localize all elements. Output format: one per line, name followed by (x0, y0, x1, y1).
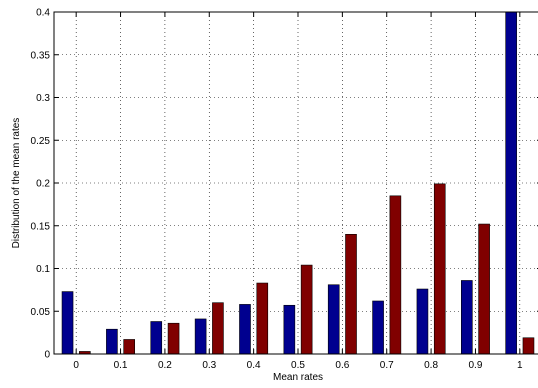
bar-series-1 (239, 304, 251, 355)
y-tick-label: 0.15 (31, 221, 51, 232)
ticks (54, 11, 538, 355)
x-tick-label: 0.5 (291, 360, 305, 371)
x-tick-label: 0.1 (114, 360, 128, 371)
x-tick-label: 1 (517, 360, 523, 371)
y-tick-label: 0.25 (31, 136, 51, 147)
tick-labels: 0 0.05 0.1 0.15 0.2 0.25 0.3 0.35 0.4 0 0.1 0.2 0.3 0… (31, 8, 524, 372)
bar-series-2 (478, 223, 490, 355)
bar-series-2 (522, 337, 535, 355)
x-tick-label: 0.6 (335, 360, 349, 371)
y-tick-label: 0.35 (31, 50, 51, 61)
bar-series-2 (389, 195, 402, 355)
bar-series-1 (505, 11, 517, 355)
bars (61, 11, 535, 355)
y-tick-label: 0.05 (31, 307, 51, 318)
y-tick-label: 0 (44, 350, 50, 361)
bar-series-2 (212, 302, 224, 355)
x-tick-label: 0 (73, 360, 79, 371)
x-tick-label: 0.8 (424, 360, 438, 371)
bar-series-1 (416, 288, 429, 355)
bar-series-2 (300, 264, 313, 355)
bar-series-1 (327, 284, 340, 355)
bar-series-1 (283, 304, 296, 355)
bar-series-2 (167, 322, 180, 355)
grid-lines (54, 12, 538, 354)
y-tick-label: 0.3 (36, 93, 50, 104)
x-tick-label: 0.7 (380, 360, 394, 371)
x-tick-label: 0.2 (158, 360, 172, 371)
y-tick-label: 0.4 (36, 8, 50, 19)
bar-series-1 (106, 328, 118, 355)
bar-series-2 (256, 282, 269, 355)
y-tick-label: 0.1 (36, 264, 50, 275)
x-tick-label: 0.3 (202, 360, 216, 371)
bar-series-2 (123, 339, 135, 355)
bar-series-2 (345, 234, 357, 355)
bar-series-1 (372, 300, 384, 355)
bar-series-1 (61, 291, 74, 355)
y-tick-label: 0.2 (36, 179, 50, 190)
bar-series-2 (433, 183, 446, 355)
bar-series-1 (150, 321, 163, 355)
y-axis-label: Distribution of the mean rates (11, 118, 22, 249)
x-axis-label: Mean rates (273, 372, 323, 383)
x-tick-label: 0.9 (469, 360, 483, 371)
bar-series-1 (194, 318, 207, 355)
bar-series-1 (461, 280, 473, 355)
x-tick-label: 0.4 (247, 360, 261, 371)
